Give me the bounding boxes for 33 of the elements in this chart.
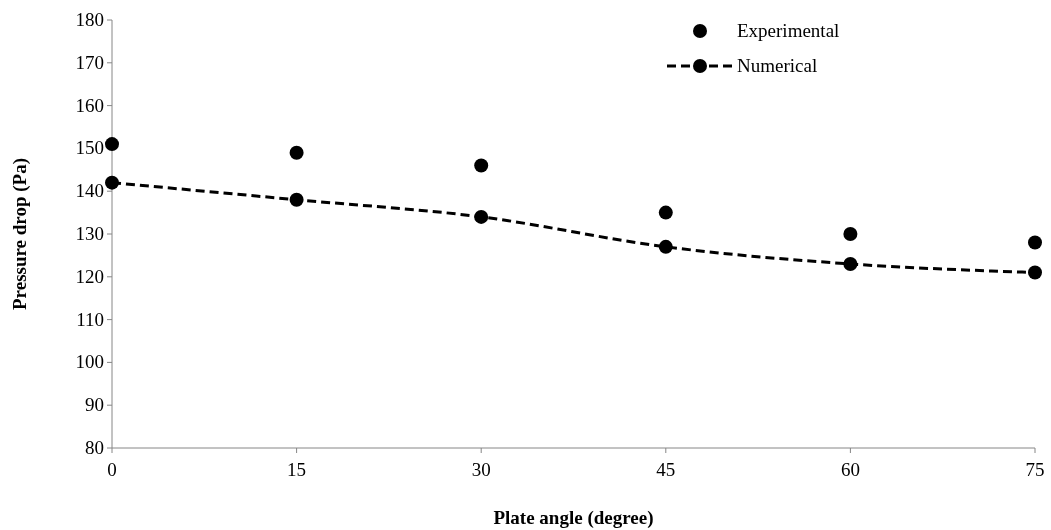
point (843, 256, 858, 271)
x-tick-label: 15 (287, 459, 307, 480)
x-tick-label: 75 (1025, 459, 1045, 480)
y-tick-label: 140 (75, 180, 104, 202)
x-tick-label: 0 (107, 459, 117, 480)
y-tick-label: 100 (75, 351, 104, 373)
point (658, 205, 673, 220)
y-tick-label: 150 (75, 137, 104, 159)
y-tick-label: 180 (75, 9, 104, 30)
y-tick-label: 170 (75, 51, 104, 73)
x-tick-label: 45 (656, 459, 676, 480)
y-tick-label: 120 (75, 265, 104, 287)
point (105, 175, 119, 190)
y-tick-label: 130 (75, 223, 104, 244)
point (843, 227, 858, 241)
y-tick-label: 110 (76, 308, 104, 330)
point (289, 145, 304, 160)
point (1028, 235, 1042, 250)
point (474, 158, 489, 173)
point (658, 239, 673, 254)
x-tick-label: 30 (471, 459, 491, 480)
legend-label: Numerical (737, 55, 818, 76)
point (1028, 265, 1042, 280)
y-tick-label: 90 (85, 394, 104, 416)
point (289, 192, 304, 207)
x-tick-label: 60 (840, 459, 860, 480)
legend-label: Experimental (737, 20, 840, 41)
y-tick-label: 80 (85, 437, 104, 458)
y-tick-label: 160 (75, 94, 104, 116)
x-axis-title: Plate angle (degree) (493, 507, 654, 529)
point (474, 209, 489, 224)
point (105, 137, 119, 152)
y-axis-title: Pressure drop (Pa) (9, 158, 31, 310)
